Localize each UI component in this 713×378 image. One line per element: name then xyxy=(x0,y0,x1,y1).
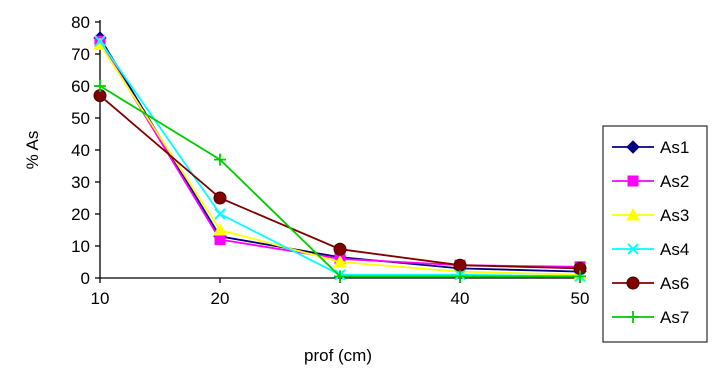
legend-entry-as1: As1 xyxy=(612,138,689,157)
legend-marker xyxy=(626,276,640,290)
x-ticks: 10 20 30 40 50 xyxy=(91,278,590,308)
y-tick-label: 60 xyxy=(71,77,90,96)
data-point-as7 xyxy=(574,270,586,283)
data-point-as7 xyxy=(334,270,346,283)
y-tick-label: 40 xyxy=(71,141,90,160)
legend-label: As3 xyxy=(660,206,689,225)
legend-entry-as7: As7 xyxy=(612,308,689,327)
y-axis-title: % As xyxy=(23,131,42,170)
legend-box xyxy=(602,125,708,343)
data-point-as7 xyxy=(214,153,226,166)
x-tick-label: 30 xyxy=(331,289,350,308)
x-tick-label: 10 xyxy=(91,289,110,308)
data-point-as4 xyxy=(94,35,106,47)
x-axis-title: prof (cm) xyxy=(304,346,372,365)
data-point-as4 xyxy=(214,208,226,220)
series-layer xyxy=(93,31,587,283)
legend-label: As1 xyxy=(660,138,689,157)
y-tick-label: 10 xyxy=(71,237,90,256)
legend-entry-as2: As2 xyxy=(612,172,689,191)
legend-entry-as4: As4 xyxy=(612,240,689,259)
y-ticks: 0 10 20 30 40 50 60 70 80 xyxy=(71,13,100,288)
legend-marker xyxy=(627,311,639,323)
y-tick-label: 80 xyxy=(71,13,90,32)
legend-label: As6 xyxy=(660,274,689,293)
axes xyxy=(99,20,580,279)
y-tick-label: 0 xyxy=(81,269,90,288)
legend: As1 As2 As3 As4 As6 As7 xyxy=(602,125,708,343)
legend-marker xyxy=(627,175,639,187)
legend-label: As7 xyxy=(660,308,689,327)
y-tick-label: 30 xyxy=(71,173,90,192)
data-point-as3 xyxy=(333,254,347,268)
legend-label: As2 xyxy=(660,172,689,191)
x-tick-label: 40 xyxy=(451,289,470,308)
y-tick-label: 20 xyxy=(71,205,90,224)
legend-entry-as3: As3 xyxy=(612,206,689,225)
series-as7 xyxy=(94,80,586,283)
data-point-as6 xyxy=(453,258,467,272)
legend-marker xyxy=(626,140,640,154)
data-point-as6 xyxy=(213,191,227,205)
legend-label: As4 xyxy=(660,240,689,259)
series-line-as2 xyxy=(99,40,581,268)
y-tick-label: 70 xyxy=(71,45,90,64)
y-tick-label: 50 xyxy=(71,109,90,128)
legend-marker xyxy=(627,243,639,255)
data-point-as7 xyxy=(94,80,106,92)
x-tick-label: 20 xyxy=(211,289,230,308)
legend-entry-as6: As6 xyxy=(612,274,689,293)
data-point-as2 xyxy=(214,234,226,246)
legend-marker xyxy=(626,207,640,221)
series-as6 xyxy=(93,89,587,275)
data-point-as7 xyxy=(454,270,466,283)
data-point-as6 xyxy=(333,242,347,256)
x-tick-label: 50 xyxy=(571,289,590,308)
data-point-as3 xyxy=(213,222,227,236)
series-line-as6 xyxy=(99,94,581,270)
